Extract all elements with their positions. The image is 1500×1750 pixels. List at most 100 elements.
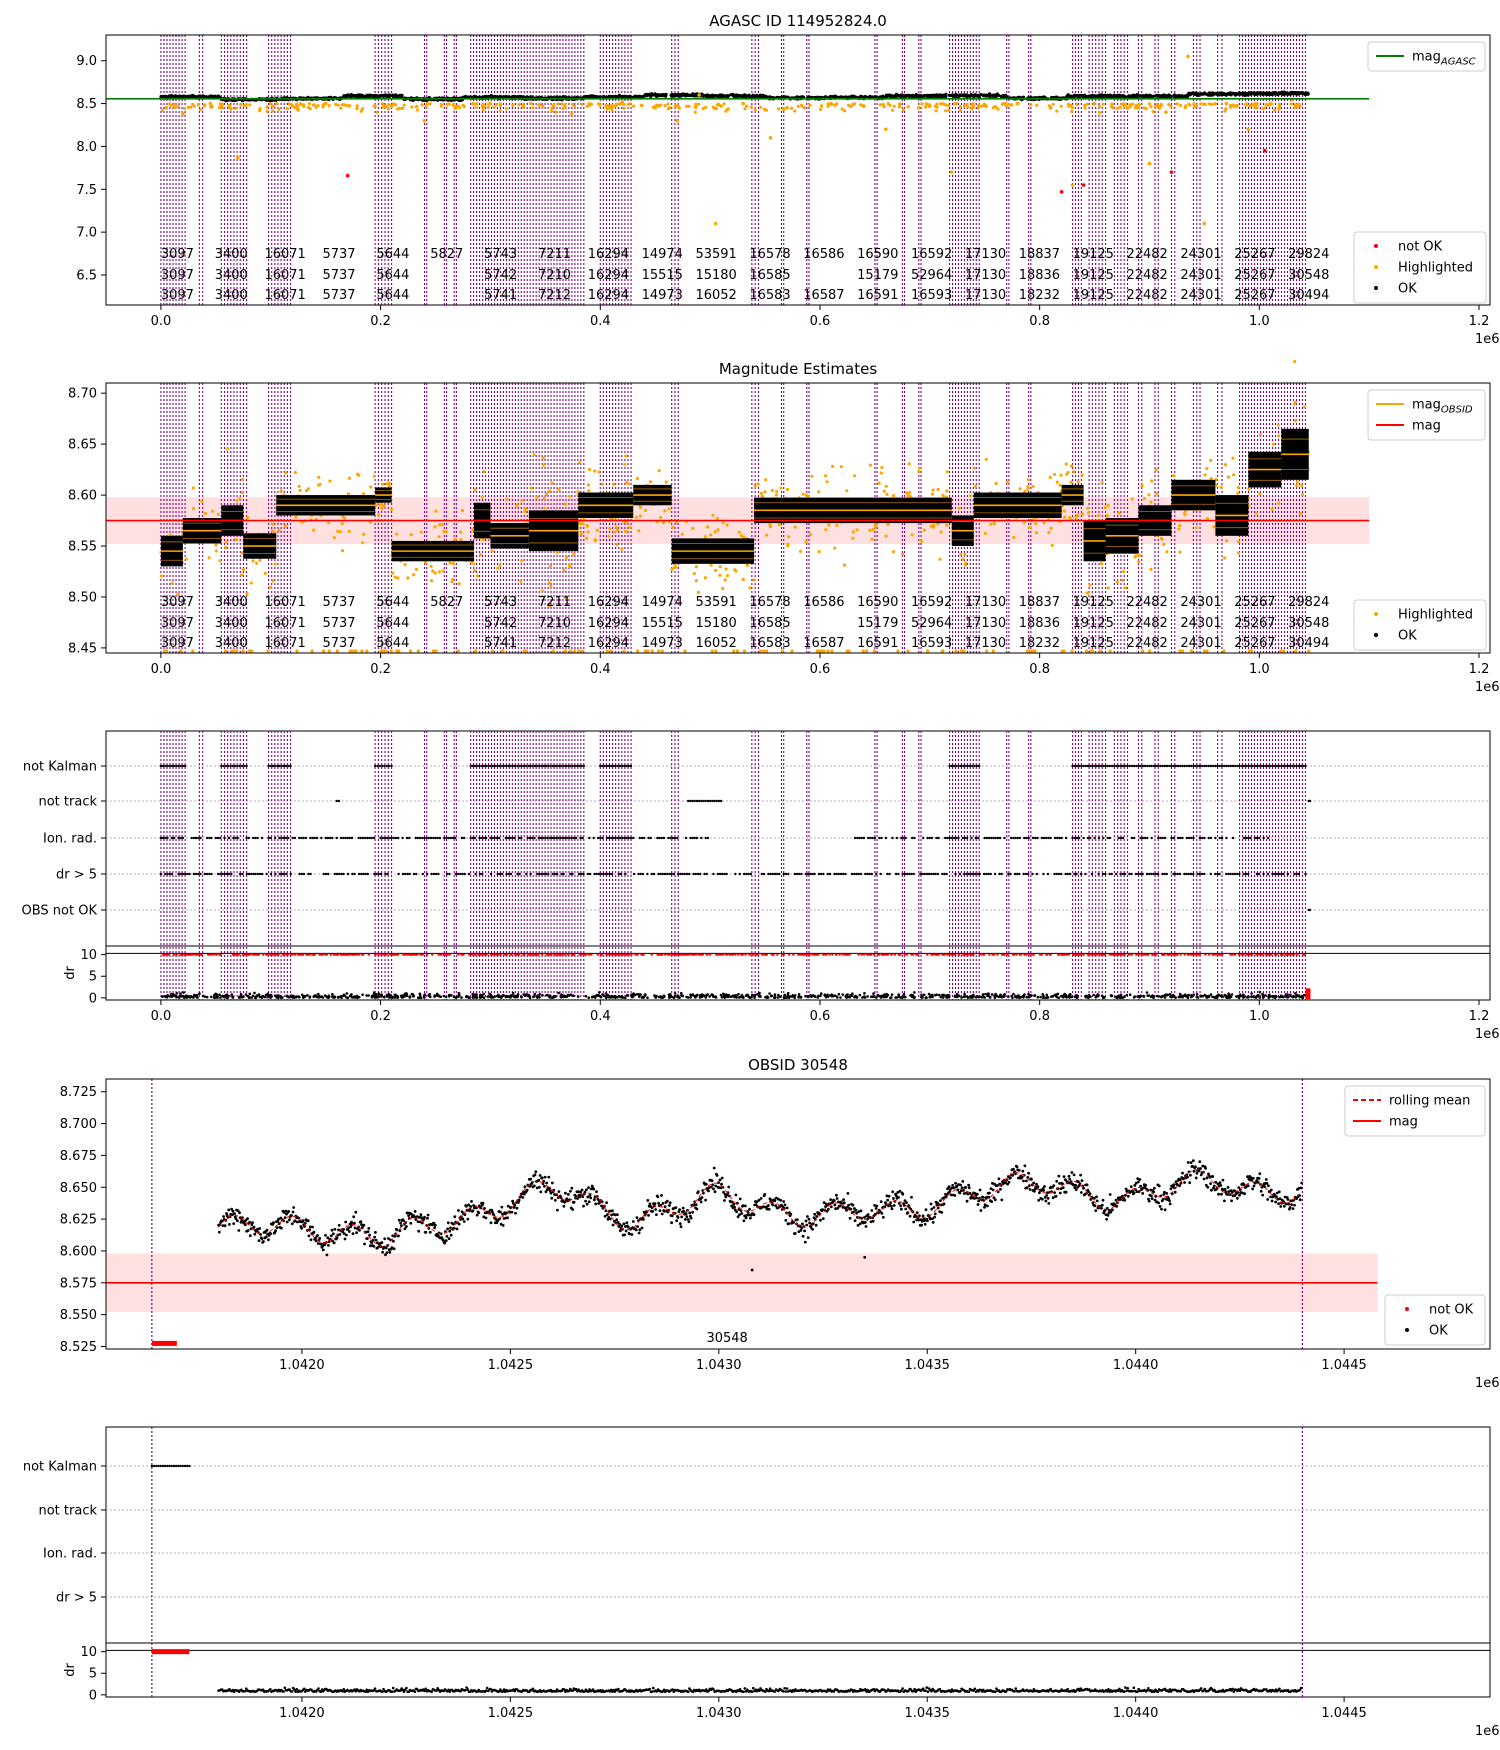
highlighted-point xyxy=(224,545,228,550)
highlighted-point xyxy=(1121,578,1125,583)
flag-point xyxy=(1082,836,1085,840)
obsid-label: 5737 xyxy=(322,247,355,262)
highlighted-point xyxy=(824,474,828,478)
flag-point xyxy=(581,836,584,840)
highlighted-point xyxy=(877,481,881,485)
highlighted-point xyxy=(639,103,643,107)
flag-point xyxy=(478,764,481,768)
highlighted-point xyxy=(200,499,204,503)
highlighted-point xyxy=(1192,102,1196,106)
obsid-label: 3097 xyxy=(161,288,194,303)
highlighted-point xyxy=(759,491,764,496)
flag-point xyxy=(370,836,373,840)
flag-point xyxy=(978,764,981,768)
highlighted-point xyxy=(868,463,873,467)
highlighted-point xyxy=(511,103,515,107)
ok-point xyxy=(1112,93,1116,97)
ok-point xyxy=(720,93,725,97)
obsid-label: 5644 xyxy=(376,268,409,283)
highlighted-point xyxy=(1209,477,1213,481)
highlighted-point xyxy=(963,561,968,565)
flag-point xyxy=(1150,764,1153,768)
flag-point xyxy=(607,764,611,768)
obsid-label: 5644 xyxy=(376,595,409,610)
flag-point xyxy=(527,764,530,768)
obsid-label: 16294 xyxy=(588,636,629,651)
highlighted-point xyxy=(1098,111,1102,115)
flag-point xyxy=(1154,764,1158,768)
highlighted-point xyxy=(246,515,250,520)
highlighted-point xyxy=(1294,400,1298,404)
flag-point xyxy=(1159,836,1162,840)
ok-point xyxy=(1155,93,1159,98)
highlighted-point xyxy=(1159,104,1163,108)
highlighted-point xyxy=(831,464,835,468)
flag-point xyxy=(408,872,411,876)
highlighted-point xyxy=(1147,102,1151,106)
highlighted-point xyxy=(535,495,539,499)
flag-point xyxy=(489,836,492,840)
flag-point xyxy=(161,836,165,840)
highlighted-point xyxy=(327,521,331,525)
flag-point xyxy=(1280,764,1283,768)
ok-point xyxy=(682,93,686,97)
highlighted-point xyxy=(1237,551,1241,555)
flag-point xyxy=(373,764,377,768)
highlighted-point xyxy=(519,579,523,583)
highlighted-point xyxy=(587,467,592,472)
highlighted-point xyxy=(457,582,461,586)
flag-point xyxy=(471,764,475,768)
highlighted-point xyxy=(906,494,910,498)
flag-point xyxy=(968,764,972,768)
highlighted-point xyxy=(176,104,180,108)
flag-point xyxy=(231,764,234,768)
highlighted-point xyxy=(1034,531,1038,535)
highlighted-point xyxy=(697,102,701,106)
highlighted-point xyxy=(946,104,950,108)
obsid-label: 25267 xyxy=(1234,616,1275,631)
highlighted-point xyxy=(798,549,803,554)
flag-point xyxy=(638,836,641,840)
highlighted-point xyxy=(835,523,839,527)
highlighted-point xyxy=(453,106,458,111)
highlighted-point xyxy=(931,488,935,492)
flag-point xyxy=(858,836,861,840)
highlighted-point xyxy=(265,105,269,109)
highlighted-point xyxy=(486,102,491,106)
flag-point xyxy=(183,872,187,876)
highlighted-point xyxy=(481,538,485,542)
flag-point xyxy=(667,836,670,840)
highlighted-point xyxy=(906,649,910,653)
highlighted-point xyxy=(1178,523,1182,528)
flag-point xyxy=(1247,836,1250,840)
highlighted-point xyxy=(451,577,455,582)
highlighted-point xyxy=(675,118,679,123)
obsid-label: 16071 xyxy=(264,247,305,262)
flag-point xyxy=(1192,764,1195,768)
flag-point xyxy=(1159,764,1162,768)
highlighted-point xyxy=(924,102,928,106)
ok-point xyxy=(887,94,891,98)
flag-point xyxy=(572,836,576,840)
highlighted-point xyxy=(626,102,630,107)
flag-point xyxy=(307,872,310,876)
highlighted-point xyxy=(306,487,310,491)
highlighted-point xyxy=(1223,463,1227,467)
flag-point xyxy=(1176,764,1180,768)
panel1-title: AGASC ID 114952824.0 xyxy=(709,12,887,30)
highlighted-point xyxy=(824,528,828,532)
flag-point xyxy=(531,836,534,840)
flag-point xyxy=(219,836,222,840)
ok-point xyxy=(941,94,945,98)
panel2-legend-label: mag xyxy=(1412,419,1441,434)
flag-point xyxy=(469,836,472,840)
highlighted-point xyxy=(843,563,847,567)
flag-point xyxy=(491,764,495,768)
flag-point xyxy=(203,872,207,876)
highlighted-point xyxy=(1236,485,1240,489)
flag-point xyxy=(335,836,338,840)
flag-point xyxy=(621,836,624,840)
obsid-label: 17130 xyxy=(965,288,1006,303)
flag-point xyxy=(1093,836,1096,840)
highlighted-point xyxy=(723,578,727,582)
